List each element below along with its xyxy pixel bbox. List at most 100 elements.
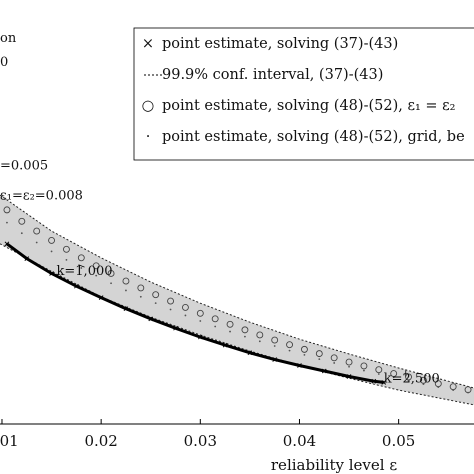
x-tick-label: 0.05 (382, 432, 415, 450)
legend-label: 99.9% conf. interval, (37)-(43) (162, 67, 383, 83)
clipped-label: 0 (0, 55, 8, 70)
cross-point (98, 295, 104, 301)
series-circle-estimates (3, 206, 472, 394)
legend-label: point estimate, solving (48)-(52), ε₁ = … (162, 98, 455, 114)
circle-point (345, 358, 353, 366)
grid-point (125, 289, 127, 292)
legend-label: point estimate, solving (37)-(43) (162, 36, 398, 52)
cross-point (4, 241, 10, 247)
clipped-label: on (0, 31, 17, 46)
annotation-label: =0.005 (0, 159, 48, 174)
series-grid-estimates (6, 221, 469, 394)
legend: × point estimate, solving (37)-(43) 99.9% … (133, 27, 474, 161)
cross-point (346, 374, 352, 379)
x-tick-label: 0.01 (0, 432, 19, 450)
circle-point (137, 284, 145, 292)
x-axis-title: reliability level ε (271, 456, 397, 474)
circle-point (286, 341, 294, 349)
grid-point (422, 383, 425, 386)
circle-point (122, 277, 130, 285)
circle-point (315, 350, 323, 358)
circle-point (3, 206, 11, 214)
grid-point (229, 330, 231, 333)
circle-point (77, 254, 85, 262)
circle-point (330, 354, 338, 362)
circle-point (181, 303, 189, 311)
grid-point (169, 308, 172, 311)
grid-point (437, 386, 440, 389)
circle-point (256, 331, 264, 339)
circle-point (107, 270, 115, 277)
grid-point (258, 340, 261, 343)
circle-point (152, 291, 160, 299)
circle-point (167, 297, 175, 305)
legend-label: point estimate, solving (48)-(52), grid,… (162, 129, 465, 145)
grid-point (273, 345, 276, 347)
cross-point (197, 334, 203, 340)
circle-point (300, 345, 308, 353)
annotation-label: ε₁=ε₂=0.008 (0, 188, 83, 203)
grid-point (95, 274, 98, 277)
confidence-upper-line (0, 194, 474, 389)
legend-marker: ○ (142, 98, 155, 114)
annotation-label: k=1,000 (57, 264, 113, 279)
cross-point (381, 380, 387, 385)
series-cross-estimates (4, 241, 387, 385)
circle-point (18, 217, 26, 225)
annotation-arrow (78, 264, 85, 268)
cross-point (297, 363, 302, 368)
cross-point (272, 357, 278, 362)
annotation-label: k=2,500 (384, 371, 440, 386)
circle-point (271, 336, 279, 344)
grid-point (452, 389, 455, 391)
cross-point (321, 368, 327, 374)
annotations: =0.005 ε₁=ε₂=0.008 k=1,000 k=2,500 on 0 (0, 31, 440, 386)
legend-box (133, 27, 474, 161)
circle-point (196, 309, 204, 317)
confidence-band (0, 194, 474, 406)
grid-point (244, 335, 246, 338)
x-axis: 0.01 0.02 0.03 0.04 0.05 reliability level ε (0, 419, 474, 474)
grid-point (184, 314, 187, 317)
cross-point (49, 271, 54, 276)
grid-point (303, 353, 306, 356)
circle-point (92, 262, 100, 270)
grid-point (288, 349, 291, 352)
grid-point (348, 365, 350, 368)
grid-point (154, 302, 157, 305)
cross-point (123, 306, 129, 312)
circle-point (48, 236, 56, 244)
cross-point (371, 378, 377, 384)
circle-point (226, 320, 234, 328)
grid-point (377, 373, 380, 375)
grid-point (318, 358, 321, 361)
cross-point (24, 256, 30, 261)
grid-point (35, 241, 38, 244)
circle-point (62, 245, 70, 253)
grid-point (392, 376, 395, 379)
cross-point (222, 342, 228, 348)
x-tick-label: 0.03 (184, 432, 217, 450)
confidence-lower-line (0, 243, 474, 406)
x-tick-label: 0.02 (84, 432, 117, 450)
circle-point (375, 366, 383, 374)
cross-point (74, 283, 79, 289)
grid-point (214, 325, 217, 328)
grid-point (333, 362, 336, 364)
circle-point (211, 315, 219, 323)
grid-point (6, 221, 8, 224)
cross-point (247, 350, 253, 356)
confidence-band-fill (0, 195, 474, 405)
circle-point (241, 326, 249, 334)
cross-point (173, 325, 178, 331)
grid-point (110, 282, 112, 285)
circle-point (33, 227, 41, 235)
grid-point (50, 250, 53, 253)
grid-point (139, 295, 142, 298)
legend-marker: × (142, 36, 154, 52)
grid-point (363, 369, 365, 372)
cross-point (148, 316, 154, 322)
legend-marker: · (146, 129, 151, 145)
circle-point (360, 362, 368, 370)
